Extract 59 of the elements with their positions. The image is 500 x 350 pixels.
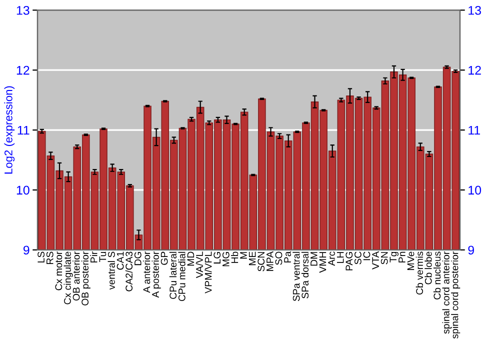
x-tick-label: A posterior: [152, 251, 161, 298]
x-tick-label: IC: [363, 252, 370, 260]
y2-tick-label: 11: [468, 126, 480, 135]
y-axis-title: Log2 (expression): [4, 86, 15, 174]
x-tick-label: M: [240, 252, 247, 259]
x-tick-label: VMH: [319, 252, 326, 273]
x-tick-label: PAG: [346, 252, 353, 270]
x-tick-label: OB posterior: [81, 251, 90, 306]
x-tick-label: SN: [380, 252, 388, 264]
x-tick-label: LS: [38, 252, 45, 262]
y-tick-label: 9: [23, 246, 30, 255]
y2-tick-label: 13: [468, 6, 481, 15]
x-tick-label: Cb vermis: [416, 252, 423, 295]
x-tick-label: MVe: [407, 252, 414, 270]
x-tick-label: Hb: [231, 252, 238, 263]
x-tick-label: MPA: [266, 251, 274, 271]
x-tick-label: ME: [248, 252, 256, 266]
x-tick-label: OB anterior: [72, 251, 80, 301]
x-tick-label: DG: [134, 252, 142, 266]
x-tick-label: Arc: [328, 252, 335, 266]
x-tick-label: Cx motor: [55, 251, 62, 290]
x-tick-label: Tu: [99, 252, 106, 262]
x-tick-label: Pa: [284, 251, 291, 262]
x-tick-label: SO: [275, 252, 282, 265]
x-tick-label: VTA: [372, 251, 379, 270]
x-tick-label: Cx cingulate: [64, 252, 73, 304]
x-tick-label: ventral S: [108, 252, 115, 290]
x-tick-label: CA2/CA3: [125, 252, 133, 292]
x-tick-label: CPu medial: [178, 252, 186, 302]
x-tick-label: Tg: [390, 252, 399, 262]
y-tick-label: 10: [16, 186, 30, 195]
y2-tick-label: 12: [468, 66, 481, 75]
x-tick-label: CA1: [116, 252, 124, 270]
x-tick-label: A anterior: [142, 251, 150, 293]
x-tick-label: GP: [160, 252, 168, 265]
x-tick-label: Pn: [398, 252, 406, 262]
y-tick-label: 12: [16, 66, 30, 75]
y-tick-label: 11: [18, 126, 30, 135]
x-tick-label: SC: [354, 252, 362, 264]
x-tick-label: SPa dorsal: [301, 252, 309, 298]
x-tick-label: Cb lobe: [424, 252, 432, 284]
y2-tick-label: 10: [468, 186, 482, 195]
x-tick-label: VPM/VPL: [204, 252, 212, 294]
x-tick-label: SCN: [258, 252, 265, 272]
x-tick-label: LH: [336, 252, 344, 263]
x-tick-label: Cb nucleus: [433, 252, 441, 300]
x-tick-label: SPa ventral: [292, 252, 300, 302]
x-tick-label: MD: [187, 252, 194, 266]
x-tick-label: MG: [222, 252, 230, 266]
x-tick-label: LG: [214, 252, 221, 264]
x-tick-label: CPu lateral: [169, 252, 177, 299]
x-tick-label: VA/VL: [196, 252, 203, 278]
x-tick-label: DM: [310, 252, 318, 266]
x-tick-label: spinal cord posterior: [451, 251, 460, 339]
y2-tick-label: 9: [468, 246, 474, 255]
y-tick-label: 13: [16, 6, 30, 15]
x-tick-label: spinal cord anterior: [442, 251, 452, 334]
x-tick-label: RS: [46, 252, 54, 264]
x-tick-label: Pir: [90, 251, 98, 262]
